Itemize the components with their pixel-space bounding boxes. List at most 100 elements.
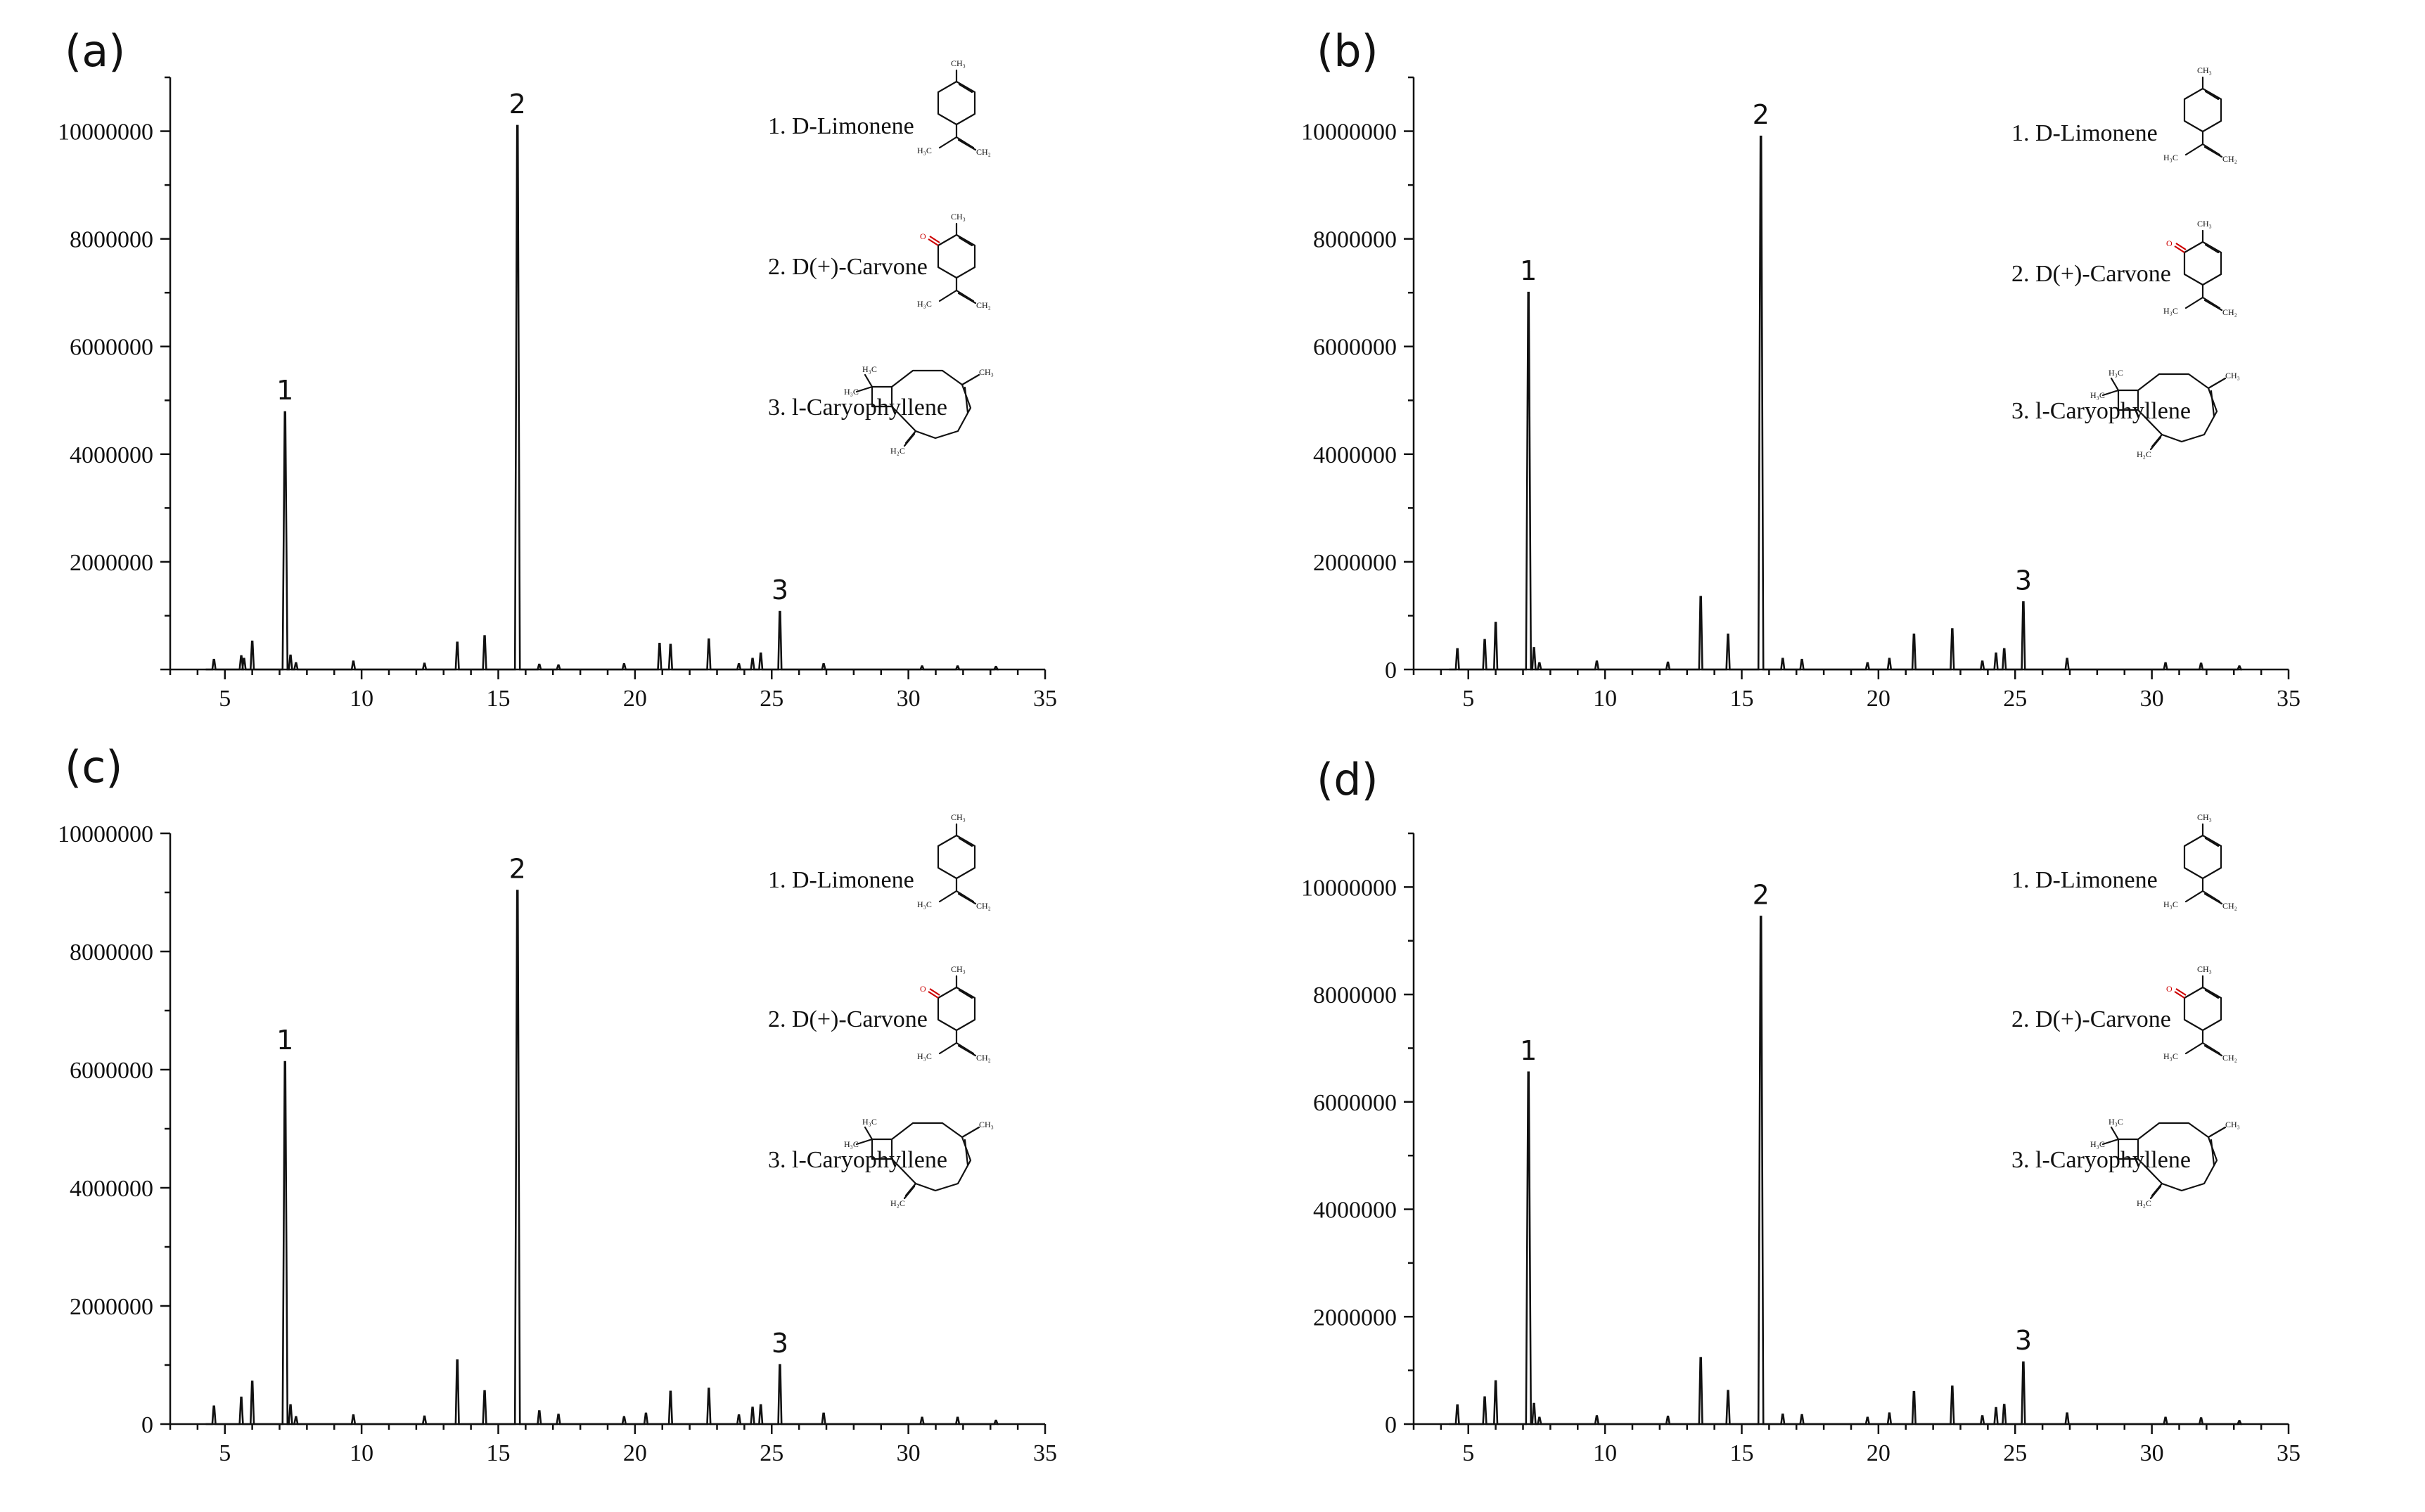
x-tick-label: 20 xyxy=(1867,686,1890,712)
peak-label: 3 xyxy=(772,575,788,606)
x-tick-label: 10 xyxy=(350,1440,373,1466)
limonene-bonds xyxy=(937,823,977,905)
legend-entry: 3. l-Caryophyllene xyxy=(2011,398,2191,424)
carvone-bonds xyxy=(2183,229,2223,312)
panel-c: (c) 5 10 15 20 25 30 35 0 2000000 4000000 6000000 80… xyxy=(58,741,1057,1466)
x-tick-label: 35 xyxy=(1033,1440,1057,1466)
y-tick-label: 0 xyxy=(141,1412,153,1438)
limonene-ch3-label: CH₃ xyxy=(2197,65,2212,75)
y-tick-label: 4000000 xyxy=(70,1176,153,1202)
y-tick-label: 2000000 xyxy=(70,550,153,576)
y-tick-label: 10000000 xyxy=(1301,875,1397,901)
limonene-ch3-label: CH₃ xyxy=(951,812,966,822)
panel-label: (a) xyxy=(65,25,125,77)
y-tick-label: 2000000 xyxy=(1313,550,1397,576)
caryophyllene-h3c-2-label: H₃C xyxy=(862,1117,877,1127)
legend-entry: 1. D-Limonene xyxy=(768,113,914,139)
x-tick-label: 35 xyxy=(2277,686,2301,712)
carvone-ch3-label: CH₃ xyxy=(2197,219,2212,229)
x-tick-label: 30 xyxy=(2140,1440,2164,1466)
carvone-oxygen-label: O xyxy=(920,984,926,994)
y-tick-label: 6000000 xyxy=(70,1058,153,1084)
carvone-h3c-label: H₃C xyxy=(917,299,932,309)
y-tick-label: 6000000 xyxy=(1313,335,1397,361)
carvone-carbonyl-bond xyxy=(928,988,940,999)
legend-entry: 2. D(+)-Carvone xyxy=(768,254,928,280)
x-tick-label: 10 xyxy=(1593,1440,1617,1466)
x-tick-label: 15 xyxy=(1730,686,1754,712)
limonene-ch2-label: CH₂ xyxy=(976,147,991,157)
limonene-structure: CH₃ H₃C CH₂ xyxy=(2163,812,2237,911)
caryophyllene-h3c-label: H₃C xyxy=(844,387,859,397)
legend-entry: 1. D-Limonene xyxy=(768,867,914,893)
y-tick-label: 4000000 xyxy=(70,442,153,468)
y-tick-label: 4000000 xyxy=(1313,1198,1397,1224)
carvone-h3c-label: H₃C xyxy=(917,1051,932,1061)
y-tick-label: 2000000 xyxy=(1313,1305,1397,1331)
y-tick-label: 6000000 xyxy=(70,335,153,361)
x-tick-label: 10 xyxy=(350,686,373,712)
peak-label: 1 xyxy=(276,1025,293,1056)
peak-label: 1 xyxy=(276,375,293,406)
caryophyllene-structure: CH₃ H₃C H₃C H₂C xyxy=(844,364,994,456)
caryophyllene-h3c-2-label: H₃C xyxy=(862,364,877,374)
carvone-ch2-label: CH₂ xyxy=(976,1053,991,1063)
caryophyllene-ch3-label: CH₃ xyxy=(979,367,994,377)
carvone-structure: O CH₃ H₃C CH₂ xyxy=(2163,219,2237,317)
caryophyllene-h3c-label: H₃C xyxy=(844,1139,859,1149)
carvone-h3c-label: H₃C xyxy=(2163,306,2178,316)
carvone-bonds xyxy=(937,222,977,305)
limonene-bonds xyxy=(2183,823,2223,905)
x-tick-label: 25 xyxy=(2003,1440,2027,1466)
x-tick-label: 15 xyxy=(487,686,511,712)
y-tick-label: 0 xyxy=(1385,658,1397,684)
limonene-h3c-label: H₃C xyxy=(917,146,932,155)
x-tick-label: 20 xyxy=(1867,1440,1890,1466)
carvone-ch2-label: CH₂ xyxy=(2222,1053,2237,1063)
x-tick-label: 5 xyxy=(1462,1440,1474,1466)
chromatogram-trace xyxy=(205,124,999,671)
panel-a: (a) 5 10 15 20 25 30 35 2000000 4000000 6000000 800… xyxy=(58,25,1057,712)
caryophyllene-structure: CH₃ H₃C H₃C H₂C xyxy=(2090,368,2240,459)
caryophyllene-h3c-2-label: H₃C xyxy=(2109,368,2123,378)
panel-d: (d) 5 10 15 20 25 30 35 0 2000000 4000000 6000000 80… xyxy=(1301,754,2301,1466)
peak-label: 1 xyxy=(1520,1035,1537,1066)
x-tick-label: 35 xyxy=(2277,1440,2301,1466)
carvone-oxygen-label: O xyxy=(920,231,926,241)
carvone-oxygen-label: O xyxy=(2166,984,2173,994)
carvone-bonds xyxy=(2183,975,2223,1057)
limonene-ch2-label: CH₂ xyxy=(2222,154,2237,164)
limonene-h3c-label: H₃C xyxy=(917,899,932,909)
carvone-structure: O CH₃ H₃C CH₂ xyxy=(2163,964,2237,1063)
x-tick-label: 30 xyxy=(897,1440,921,1466)
limonene-bonds xyxy=(2183,76,2223,158)
x-tick-label: 30 xyxy=(897,686,921,712)
limonene-structure: CH₃ H₃C CH₂ xyxy=(917,58,991,157)
legend-entry: 2. D(+)-Carvone xyxy=(2011,1006,2171,1032)
carvone-ch3-label: CH₃ xyxy=(951,212,966,222)
limonene-ch3-label: CH₃ xyxy=(951,58,966,68)
carvone-carbonyl-bond xyxy=(928,236,940,246)
caryophyllene-h3c-label: H₃C xyxy=(2090,390,2105,400)
x-tick-label: 10 xyxy=(1593,686,1617,712)
peak-label: 2 xyxy=(1753,879,1770,910)
peak-label: 2 xyxy=(1753,99,1770,130)
legend-entry: 3. l-Caryophyllene xyxy=(2011,1147,2191,1173)
caryophyllene-structure: CH₃ H₃C H₃C H₂C xyxy=(2090,1117,2240,1208)
caryophyllene-bonds xyxy=(2101,373,2227,451)
limonene-h3c-label: H₃C xyxy=(2163,899,2178,909)
carvone-carbonyl-bond xyxy=(2174,243,2187,253)
carvone-carbonyl-bond xyxy=(2174,988,2187,999)
y-tick-label: 8000000 xyxy=(1313,982,1397,1008)
x-tick-label: 25 xyxy=(2003,686,2027,712)
x-tick-label: 15 xyxy=(487,1440,511,1466)
legend-entry: 1. D-Limonene xyxy=(2011,120,2158,146)
caryophyllene-h2c-label: H₂C xyxy=(2137,449,2151,459)
x-tick-label: 25 xyxy=(760,686,783,712)
legend-entry: 3. l-Caryophyllene xyxy=(768,1147,947,1173)
carvone-structure: O CH₃ H₃C CH₂ xyxy=(917,964,991,1063)
x-tick-label: 30 xyxy=(2140,686,2164,712)
legend-entry: 3. l-Caryophyllene xyxy=(768,395,947,421)
y-tick-label: 0 xyxy=(1385,1412,1397,1438)
